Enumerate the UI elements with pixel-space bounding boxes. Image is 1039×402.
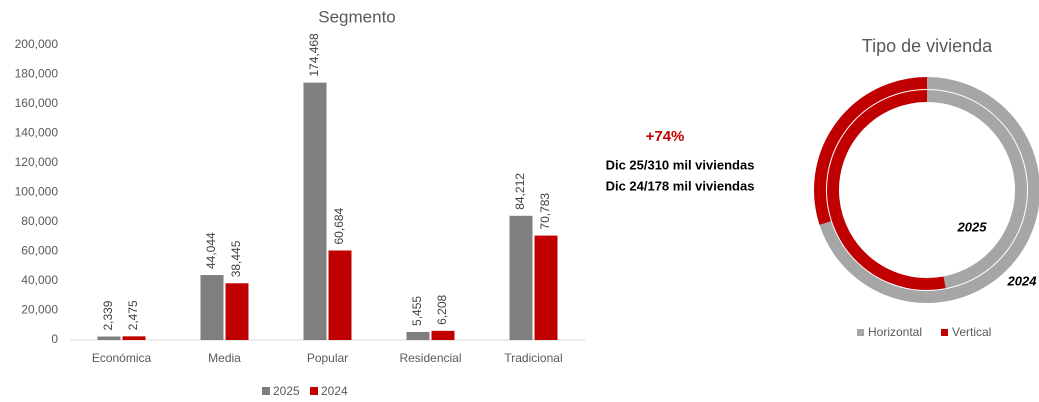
ring-label: 2024 [1007, 273, 1038, 288]
value-label: 70,783 [538, 193, 552, 230]
y-tick-label: 120,000 [15, 155, 59, 169]
legend-swatch [262, 387, 270, 395]
legend-swatch [941, 329, 948, 336]
legend-swatch [857, 329, 864, 336]
legend-label: Horizontal [868, 325, 922, 339]
value-label: 2,339 [101, 300, 115, 330]
bar [509, 215, 533, 340]
bar [534, 235, 558, 340]
value-label: 84,212 [513, 173, 527, 210]
value-label: 174,468 [307, 33, 321, 77]
bar-title: Segmento [318, 7, 396, 26]
ring-segment [814, 77, 928, 225]
annotation-line: Dic 25/310 mil viviendas [606, 157, 755, 172]
ring-label: 2025 [957, 219, 988, 234]
ring-segment [926, 90, 1027, 289]
x-tick-label: Popular [307, 351, 348, 365]
y-tick-label: 140,000 [15, 126, 59, 140]
value-label: 44,044 [204, 232, 218, 269]
y-tick-label: 40,000 [21, 273, 58, 287]
x-tick-label: Tradicional [504, 351, 562, 365]
value-label: 6,208 [435, 294, 449, 324]
legend-swatch [310, 387, 318, 395]
bar [200, 275, 224, 340]
bar [406, 331, 430, 340]
y-tick-label: 180,000 [15, 67, 59, 81]
y-tick-label: 100,000 [15, 185, 59, 199]
y-tick-label: 160,000 [15, 96, 59, 110]
y-tick-label: 20,000 [21, 303, 58, 317]
y-tick-label: 80,000 [21, 214, 58, 228]
bar [122, 336, 146, 340]
x-tick-label: Media [208, 351, 241, 365]
donut-title: Tipo de vivienda [862, 36, 993, 56]
value-label: 60,684 [332, 207, 346, 244]
value-label: 5,455 [410, 296, 424, 326]
ring-segment [827, 90, 946, 290]
bar [97, 336, 121, 340]
headline: +74% [646, 128, 685, 145]
value-label: 38,445 [229, 240, 243, 277]
y-tick-label: 60,000 [21, 244, 58, 258]
legend-label: 2025 [273, 384, 300, 398]
bar [431, 330, 455, 340]
x-tick-label: Económica [92, 351, 152, 365]
y-tick-label: 200,000 [15, 37, 59, 51]
legend-label: 2024 [321, 384, 348, 398]
bar [303, 82, 327, 340]
annotation-line: Dic 24/178 mil viviendas [606, 178, 755, 193]
x-tick-label: Residencial [399, 351, 461, 365]
value-label: 2,475 [126, 300, 140, 330]
bar [225, 283, 249, 340]
ring-segment [819, 77, 1039, 303]
legend-label: Vertical [952, 325, 991, 339]
y-tick-label: 0 [51, 332, 58, 346]
bar [328, 250, 352, 340]
